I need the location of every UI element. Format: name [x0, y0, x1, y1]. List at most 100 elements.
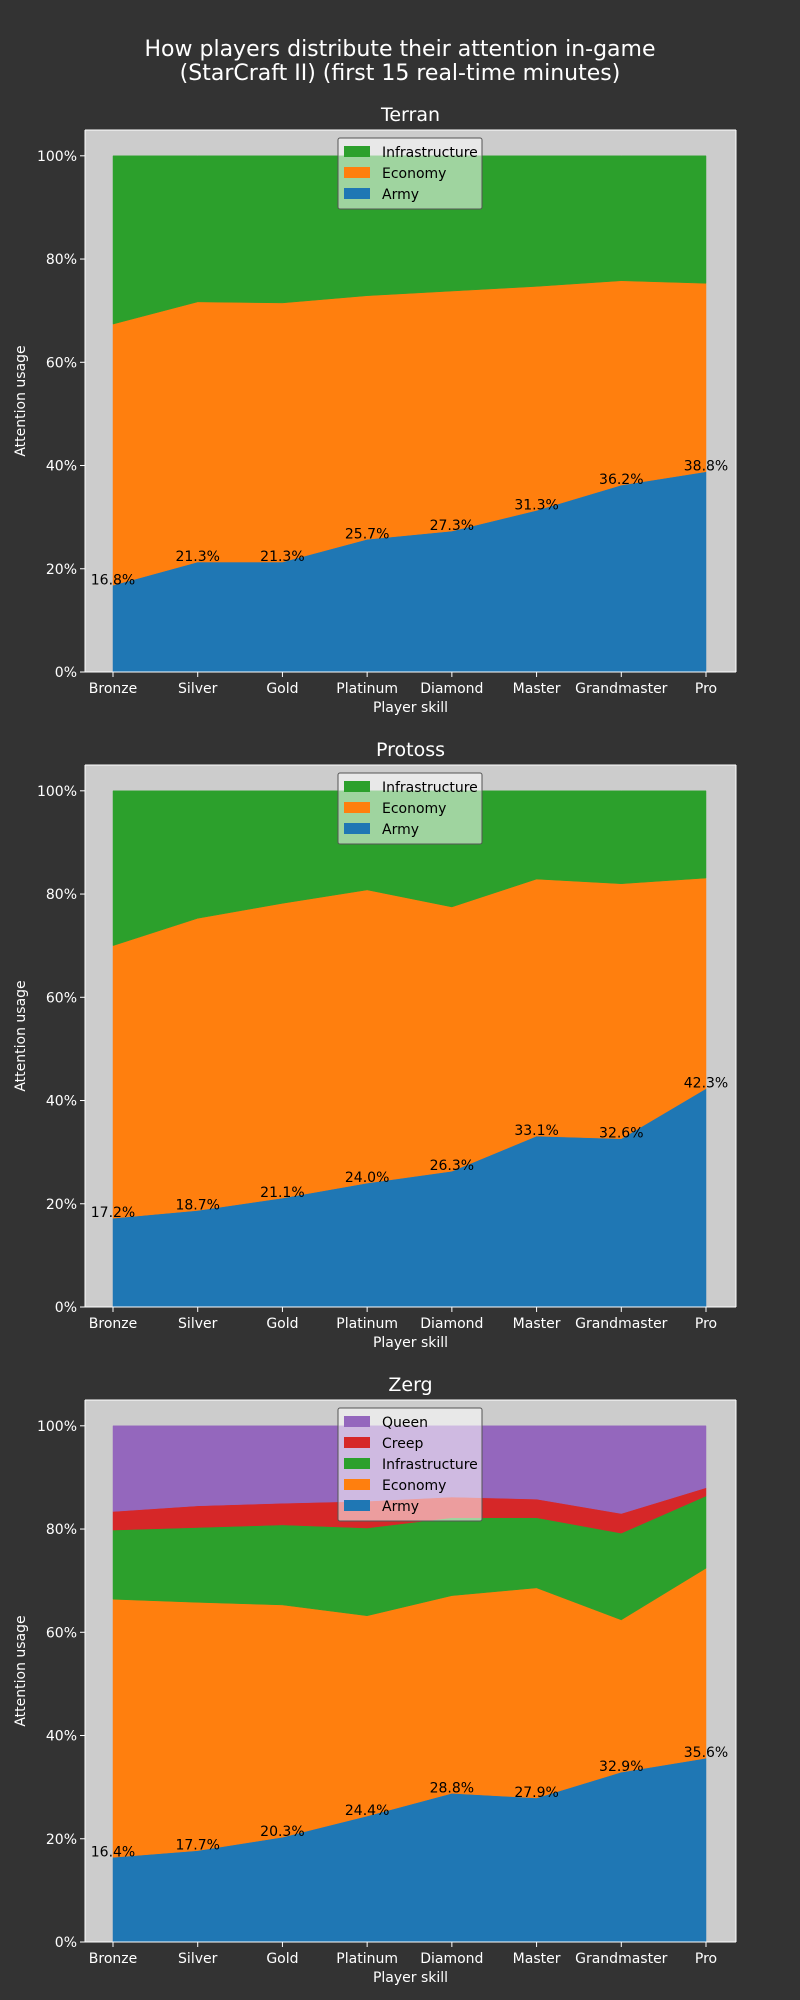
y-axis-label-terran: Attention usage	[13, 345, 29, 456]
legend-protoss	[337, 772, 483, 845]
x-tick-label-terran: Gold	[266, 681, 298, 697]
data-label-protoss: 17.2%	[91, 1205, 135, 1221]
x-tick-label-zerg: Platinum	[336, 1951, 398, 1967]
data-label-zerg: 16.4%	[91, 1844, 135, 1860]
y-tick-label-terran: 60%	[46, 355, 77, 371]
data-label-zerg: 17.7%	[175, 1838, 219, 1854]
x-tick-label-protoss: Platinum	[336, 1316, 398, 1332]
legend-swatch-creep	[344, 1437, 370, 1448]
legend-swatch-queen	[344, 1416, 370, 1427]
legend-swatch-infrastructure	[344, 1458, 370, 1469]
legend-swatch-economy	[344, 167, 370, 178]
data-label-terran: 27.3%	[430, 518, 474, 534]
data-label-terran: 16.8%	[91, 572, 135, 588]
panel-title-terran: Terran	[380, 104, 440, 126]
x-tick-label-zerg: Grandmaster	[575, 1951, 668, 1967]
y-tick-label-protoss: 80%	[46, 887, 77, 903]
y-tick-label-zerg: 100%	[37, 1419, 77, 1435]
x-tick-label-protoss: Pro	[695, 1316, 717, 1332]
y-tick-label-zerg: 20%	[46, 1832, 77, 1848]
y-tick-label-zerg: 80%	[46, 1522, 77, 1538]
x-tick-label-terran: Grandmaster	[575, 681, 668, 697]
data-label-protoss: 42.3%	[684, 1076, 728, 1092]
legend-label-army: Army	[382, 1499, 419, 1515]
legend-swatch-army	[344, 188, 370, 199]
legend-swatch-army	[344, 823, 370, 834]
data-label-zerg: 27.9%	[514, 1785, 558, 1801]
chart-panels: Terran 0% 20% 40% 60% 80% 100% Bronze Silver Gold…	[13, 104, 737, 1986]
data-label-zerg: 35.6%	[684, 1745, 728, 1761]
y-axis-label-protoss: Attention usage	[13, 980, 29, 1091]
legend-label-army: Army	[382, 822, 419, 838]
data-label-terran: 36.2%	[599, 472, 643, 488]
data-label-zerg: 32.9%	[599, 1759, 643, 1775]
legend-label-army: Army	[382, 187, 419, 203]
data-label-terran: 31.3%	[514, 497, 558, 513]
x-tick-label-terran: Bronze	[89, 681, 137, 697]
x-tick-label-protoss: Diamond	[420, 1316, 483, 1332]
x-axis-label-zerg: Player skill	[373, 1970, 448, 1986]
legend-label-infrastructure: Infrastructure	[382, 780, 478, 796]
y-tick-label-zerg: 60%	[46, 1625, 77, 1641]
x-tick-label-protoss: Master	[513, 1316, 561, 1332]
x-tick-label-zerg: Pro	[695, 1951, 717, 1967]
legend-swatch-economy	[344, 1479, 370, 1490]
x-tick-label-terran: Master	[513, 681, 561, 697]
data-label-terran: 21.3%	[175, 549, 219, 565]
data-label-zerg: 20.3%	[260, 1824, 304, 1840]
x-tick-label-protoss: Grandmaster	[575, 1316, 668, 1332]
legend-swatch-army	[344, 1500, 370, 1511]
y-axis-label-zerg: Attention usage	[13, 1615, 29, 1726]
y-tick-label-terran: 100%	[37, 149, 77, 165]
legend-label-infrastructure: Infrastructure	[382, 145, 478, 161]
chart-panel-protoss: Protoss 0% 20% 40% 60% 80% 100% Bronze Silver Gol…	[13, 739, 737, 1351]
x-tick-label-protoss: Bronze	[89, 1316, 137, 1332]
x-tick-label-terran: Diamond	[420, 681, 483, 697]
y-tick-label-protoss: 40%	[46, 1094, 77, 1110]
legend-swatch-infrastructure	[344, 146, 370, 157]
legend-label-queen: Queen	[382, 1415, 428, 1431]
x-tick-label-zerg: Diamond	[420, 1951, 483, 1967]
legend-label-economy: Economy	[382, 1478, 446, 1494]
legend-terran	[337, 137, 483, 210]
legend-swatch-infrastructure	[344, 781, 370, 792]
legend-swatch-economy	[344, 802, 370, 813]
x-axis-label-terran: Player skill	[373, 700, 448, 716]
legend-label-economy: Economy	[382, 801, 446, 817]
data-label-protoss: 18.7%	[175, 1197, 219, 1213]
x-tick-label-terran: Silver	[178, 681, 218, 697]
legend-zerg	[337, 1407, 483, 1522]
y-tick-label-zerg: 40%	[46, 1729, 77, 1745]
data-label-protoss: 33.1%	[514, 1123, 558, 1139]
data-label-protoss: 32.6%	[599, 1126, 643, 1142]
data-label-terran: 38.8%	[684, 459, 728, 475]
panel-title-protoss: Protoss	[376, 739, 445, 761]
x-tick-label-zerg: Silver	[178, 1951, 218, 1967]
legend-label-economy: Economy	[382, 166, 446, 182]
data-label-zerg: 24.4%	[345, 1803, 389, 1819]
y-tick-label-terran: 40%	[46, 459, 77, 475]
x-tick-label-zerg: Master	[513, 1951, 561, 1967]
x-tick-label-terran: Platinum	[336, 681, 398, 697]
figure-title-line1: How players distribute their attention i…	[145, 37, 656, 62]
y-tick-label-protoss: 20%	[46, 1197, 77, 1213]
x-tick-label-zerg: Bronze	[89, 1951, 137, 1967]
data-label-terran: 25.7%	[345, 526, 389, 542]
x-tick-label-terran: Pro	[695, 681, 717, 697]
x-tick-label-zerg: Gold	[266, 1951, 298, 1967]
data-label-zerg: 28.8%	[430, 1780, 474, 1796]
y-tick-label-terran: 80%	[46, 252, 77, 268]
panel-title-zerg: Zerg	[388, 1374, 432, 1396]
x-tick-label-protoss: Gold	[266, 1316, 298, 1332]
x-tick-label-protoss: Silver	[178, 1316, 218, 1332]
chart-panel-zerg: Zerg 0% 20% 40% 60% 80% 100% Bronze Silver Gold Pl…	[13, 1374, 737, 1986]
y-tick-label-protoss: 100%	[37, 784, 77, 800]
y-tick-label-protoss: 0%	[55, 1300, 77, 1316]
data-label-protoss: 24.0%	[345, 1170, 389, 1186]
x-axis-label-protoss: Player skill	[373, 1335, 448, 1351]
data-label-protoss: 21.1%	[260, 1185, 304, 1201]
figure-title-line2: (StarCraft II) (first 15 real-time minut…	[180, 61, 621, 86]
data-label-protoss: 26.3%	[430, 1158, 474, 1174]
y-tick-label-terran: 20%	[46, 562, 77, 578]
y-tick-label-protoss: 60%	[46, 990, 77, 1006]
